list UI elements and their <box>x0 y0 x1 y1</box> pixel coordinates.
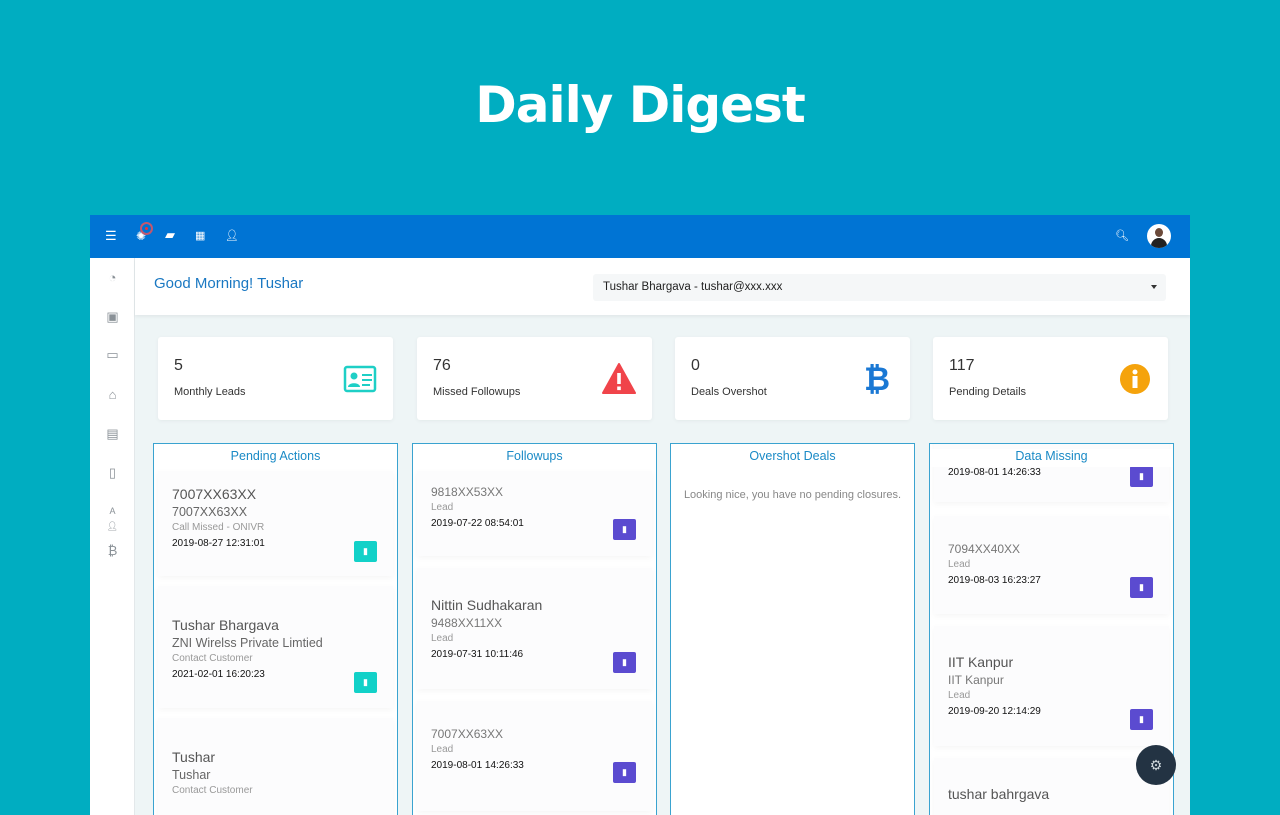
stat-label: Monthly Leads <box>174 386 246 398</box>
avatar[interactable] <box>1147 224 1171 248</box>
open-button[interactable]: ▮ <box>354 672 377 693</box>
item-type: Lead <box>948 690 971 701</box>
notification-badge <box>140 222 153 235</box>
item-date: 2019-07-31 10:11:46 <box>431 649 524 660</box>
item-date: 2019-08-01 14:26:33 <box>431 760 524 771</box>
item-type: Lead <box>431 633 454 644</box>
stat-value: 76 <box>433 357 451 374</box>
mobile-icon[interactable]: ▯ <box>108 465 117 480</box>
list-item[interactable]: Tushar Bhargava ZNI Wirelss Private Limt… <box>158 586 393 708</box>
open-button[interactable]: ▮ <box>613 762 636 783</box>
greeting: Good Morning! Tushar <box>154 275 304 292</box>
stat-monthly-leads[interactable]: 5 Monthly Leads <box>158 337 393 420</box>
item-sub: ZNI Wirelss Private Limtied <box>172 636 323 650</box>
stat-label: Pending Details <box>949 386 1027 398</box>
bitcoin-icon: ₿ <box>863 361 891 397</box>
item-date: 2019-08-01 14:26:33 <box>948 467 1041 478</box>
data-missing-panel: Data Missing 2019-08-01 14:26:33 ▮ 7094X… <box>929 443 1174 815</box>
item-sub: 7094XX40XX <box>948 542 1021 556</box>
item-type: Contact Customer <box>172 653 253 664</box>
contacts-icon[interactable]: ▣ <box>106 309 119 324</box>
stat-value: 0 <box>691 357 700 374</box>
app-window: ☰ ✺ ▰ ▦ 👤︎ 🔍︎ ◔ ▣ ▭ ⌂ ▤ ▯ A👤︎ ₿ Good Mor… <box>90 215 1190 815</box>
grid-icon[interactable]: ▦ <box>195 230 206 242</box>
item-sub: 7007XX63XX <box>172 505 248 519</box>
user-icon[interactable]: 👤︎ <box>225 230 239 242</box>
item-date: 2019-08-03 16:23:27 <box>948 575 1041 586</box>
item-date: 2019-08-27 12:31:01 <box>172 538 265 549</box>
panel-title: Data Missing <box>930 449 1173 467</box>
item-type: Lead <box>431 744 454 755</box>
dashboard-icon[interactable]: ◔ <box>108 270 117 285</box>
pending-actions-panel: Pending Actions 7007XX63XX 7007XX63XX Ca… <box>153 443 398 815</box>
stat-pending-details[interactable]: 117 Pending Details <box>933 337 1168 420</box>
message-icon[interactable]: ▤ <box>106 426 119 441</box>
overshot-deals-panel: Overshot Deals Looking nice, you have no… <box>670 443 915 815</box>
open-button[interactable]: ▮ <box>613 519 636 540</box>
item-name: IIT Kanpur <box>948 654 1014 670</box>
item-type: Contact Customer <box>172 785 253 796</box>
list-item[interactable]: IIT Kanpur IIT Kanpur Lead 2019-09-20 12… <box>934 626 1169 746</box>
banner-title: Daily Digest <box>475 76 806 134</box>
item-name: Nittin Sudhakaran <box>431 597 543 613</box>
panel-title: Pending Actions <box>154 449 397 467</box>
info-icon <box>1120 364 1150 394</box>
id-card-icon <box>343 365 377 393</box>
warning-icon <box>602 363 636 394</box>
translate-user-icon[interactable]: A👤︎ <box>106 506 119 531</box>
list-item[interactable]: 9818XX53XX Lead 2019-07-22 08:54:01 ▮ <box>417 471 652 556</box>
chevron-down-icon <box>1151 285 1157 289</box>
item-type: Lead <box>431 502 454 513</box>
stat-label: Missed Followups <box>433 386 521 398</box>
list-item[interactable]: 7007XX63XX Lead 2019-08-01 14:26:33 ▮ <box>417 701 652 811</box>
empty-message: Looking nice, you have no pending closur… <box>683 489 902 501</box>
page-header: Good Morning! Tushar Tushar Bhargava - t… <box>135 258 1190 315</box>
list-item[interactable]: 7094XX40XX Lead 2019-08-03 16:23:27 ▮ <box>934 516 1169 614</box>
open-button[interactable]: ▮ <box>613 652 636 673</box>
bank-icon[interactable]: ⌂ <box>108 387 117 402</box>
search-icon[interactable]: 🔍︎ <box>1115 230 1129 242</box>
item-sub: 9488XX11XX <box>431 616 503 630</box>
stat-label: Deals Overshot <box>691 386 767 398</box>
followups-panel: Followups 9818XX53XX Lead 2019-07-22 08:… <box>412 443 657 815</box>
settings-icon[interactable]: ⚙ <box>1136 745 1176 785</box>
item-name: 7007XX63XX <box>172 486 257 502</box>
item-type: Call Missed - ONIVR <box>172 522 265 533</box>
item-name: Tushar Bhargava <box>172 617 279 633</box>
list-item[interactable]: tushar bahrgava <box>934 758 1169 815</box>
item-date: 2021-02-01 16:20:23 <box>172 669 265 680</box>
item-type: Lead <box>948 559 971 570</box>
item-date: 2019-07-22 08:54:01 <box>431 518 524 529</box>
item-name: tushar bahrgava <box>948 786 1050 802</box>
user-select-value: Tushar Bhargava - tushar@xxx.xxx <box>603 281 783 293</box>
list-item[interactable]: Nittin Sudhakaran 9488XX11XX Lead 2019-0… <box>417 568 652 689</box>
monitor-icon[interactable]: ▭ <box>106 347 119 362</box>
item-sub: Tushar <box>172 768 211 782</box>
stat-value: 5 <box>174 357 183 374</box>
sun-icon[interactable]: ✺ <box>136 229 147 243</box>
item-sub: 7007XX63XX <box>431 727 504 741</box>
stat-missed-followups[interactable]: 76 Missed Followups <box>417 337 652 420</box>
open-button[interactable]: ▮ <box>1130 466 1153 487</box>
stat-value: 117 <box>949 357 975 374</box>
item-sub: 9818XX53XX <box>431 485 504 499</box>
list-item[interactable]: Tushar Tushar Contact Customer <box>158 718 393 815</box>
open-button[interactable]: ▮ <box>1130 577 1153 598</box>
stat-deals-overshot[interactable]: 0 Deals Overshot ₿ <box>675 337 910 420</box>
menu-icon[interactable]: ☰ <box>105 228 117 243</box>
item-date: 2019-09-20 12:14:29 <box>948 706 1041 717</box>
item-name: Tushar <box>172 749 216 765</box>
bitcoin-icon[interactable]: ₿ <box>107 543 118 558</box>
sidebar: ◔ ▣ ▭ ⌂ ▤ ▯ A👤︎ ₿ <box>90 258 135 815</box>
list-item[interactable]: 7007XX63XX 7007XX63XX Call Missed - ONIV… <box>158 471 393 576</box>
user-select[interactable]: Tushar Bhargava - tushar@xxx.xxx <box>593 274 1166 301</box>
panel-title: Overshot Deals <box>671 449 914 467</box>
open-button[interactable]: ▮ <box>1130 709 1153 730</box>
top-bar: ☰ ✺ ▰ ▦ 👤︎ 🔍︎ <box>90 215 1190 258</box>
chat-icon[interactable]: ▰ <box>165 227 175 242</box>
open-button[interactable]: ▮ <box>354 541 377 562</box>
panel-title: Followups <box>413 449 656 467</box>
item-sub: IIT Kanpur <box>948 673 1004 687</box>
